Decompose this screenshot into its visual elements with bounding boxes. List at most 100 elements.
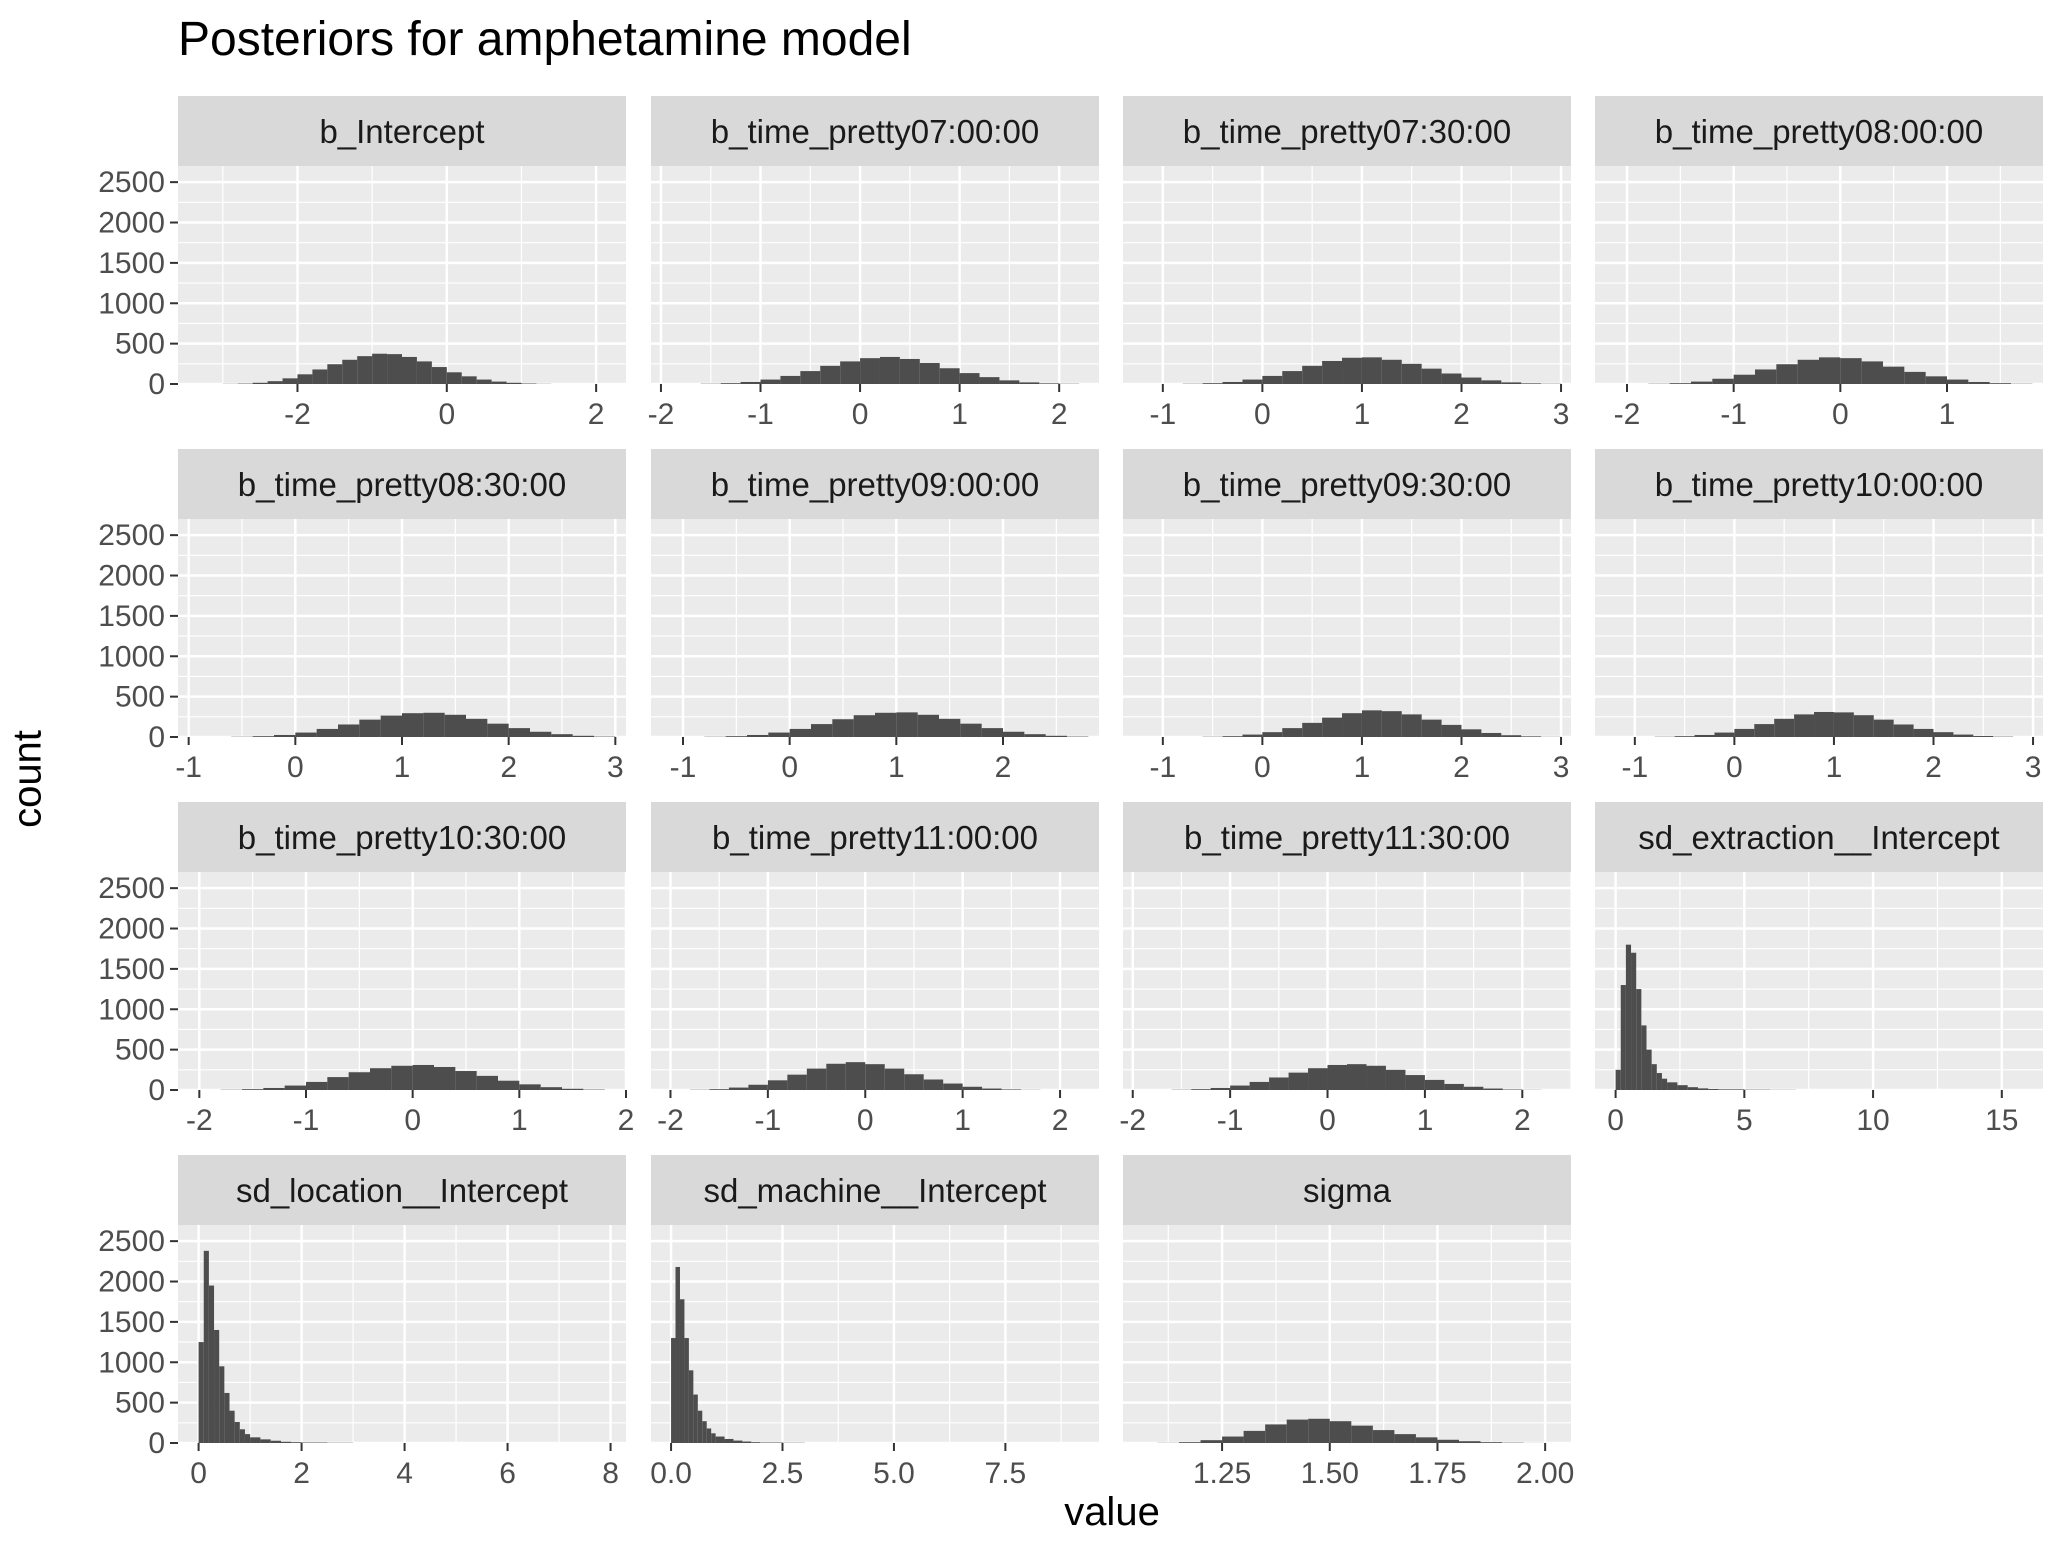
histogram-bar: [780, 375, 801, 384]
histogram-bar: [1401, 363, 1422, 384]
x-tick-label: -2: [648, 398, 675, 431]
facet-panel: b_time_pretty09:00:00 -1 0 1 2: [651, 449, 1099, 784]
facet-panel: b_time_pretty10:30:00 -2 -1 0 1 2 0 500 1000 1500…: [98, 802, 634, 1137]
histogram-bar: [446, 372, 462, 384]
x-tick-label: 0: [1254, 751, 1271, 784]
x-tick-label: 1: [1354, 398, 1371, 431]
histogram-bar: [697, 1410, 703, 1443]
x-tick-label: 0: [438, 398, 455, 431]
x-tick-label: 2: [293, 1457, 310, 1490]
histogram-bar: [455, 1071, 477, 1090]
histogram-bar: [1913, 728, 1934, 737]
x-tick-label: 1: [888, 751, 905, 784]
x-tick-label: 7.5: [985, 1457, 1027, 1490]
histogram-bar: [280, 1441, 292, 1443]
histogram-bar: [1521, 383, 1542, 384]
histogram-bar: [306, 1081, 328, 1090]
histogram-bar: [274, 734, 296, 737]
histogram-bar: [1361, 357, 1382, 384]
histogram-bar: [282, 378, 298, 384]
histogram-bar: [1242, 734, 1263, 737]
histogram-bar: [391, 1065, 413, 1090]
x-tick-label: -1: [175, 751, 202, 784]
panel-background: [1123, 166, 1571, 384]
facet-strip: [651, 96, 1099, 166]
x-tick-label: 1: [954, 1104, 971, 1137]
x-tick-label: 3: [2025, 751, 2042, 784]
histogram-bar: [960, 723, 982, 737]
histogram-bar: [198, 1342, 204, 1443]
histogram-bar: [760, 379, 781, 384]
x-tick-label: 3: [1553, 751, 1570, 784]
histogram-bar: [1631, 952, 1637, 1090]
histogram-bar: [291, 1442, 302, 1443]
y-tick-label: 0: [148, 721, 165, 754]
histogram-bar: [999, 380, 1020, 384]
histogram-bar: [1989, 383, 2011, 384]
histogram-bar: [1327, 1064, 1347, 1090]
histogram-bar: [728, 1087, 749, 1090]
histogram-bar: [1401, 714, 1422, 737]
x-tick-label: 1.75: [1408, 1457, 1466, 1490]
histogram-bar: [1656, 1073, 1662, 1090]
histogram-bar: [1712, 378, 1734, 384]
x-tick-label: 0: [190, 1457, 207, 1490]
histogram-bar: [1222, 736, 1243, 737]
y-tick-label: 2000: [98, 560, 165, 593]
histogram-bar: [1202, 383, 1223, 384]
histogram-bar: [263, 1087, 285, 1090]
facet-strip-label: sd_machine__Intercept: [703, 1172, 1046, 1209]
y-tick-label: 0: [148, 1074, 165, 1107]
x-tick-label: 6: [499, 1457, 516, 1490]
histogram-bar: [1904, 371, 1926, 384]
histogram-bar: [1351, 1425, 1373, 1443]
histogram-bar: [1774, 718, 1795, 737]
histogram-bar: [1405, 1075, 1425, 1090]
facet-panel: b_time_pretty11:00:00 -2 -1 0 1 2: [651, 802, 1099, 1137]
x-tick-label: -1: [1621, 751, 1648, 784]
histogram-bar: [562, 1088, 584, 1090]
histogram-bar: [1925, 376, 1947, 384]
x-tick-label: 10: [1856, 1104, 1889, 1137]
histogram-bar: [327, 1077, 349, 1090]
histogram-bar: [1694, 734, 1715, 737]
histogram-bar: [1366, 1065, 1386, 1090]
panel-background: [651, 166, 1099, 384]
histogram-bar: [1483, 1088, 1503, 1090]
facet-strip: [651, 449, 1099, 519]
histogram-bar: [498, 1080, 520, 1090]
histogram-bar: [461, 376, 477, 384]
histogram-bar: [1045, 735, 1067, 737]
histogram-bar: [1481, 380, 1502, 384]
histogram-bar: [1776, 364, 1798, 384]
histogram-bar: [1636, 989, 1642, 1090]
histogram-bar: [359, 719, 381, 737]
histogram-bar: [1437, 1439, 1459, 1443]
histogram-bar: [1322, 360, 1343, 384]
x-tick-label: 2: [500, 751, 517, 784]
histogram-bar: [316, 728, 338, 737]
facet-panel: b_Intercept -2 0 2 0 500 1000 1500 2000 2500: [98, 96, 626, 431]
x-tick-label: -2: [1614, 398, 1641, 431]
facet-panel: b_time_pretty08:00:00 -2 -1 0 1: [1595, 96, 2043, 431]
histogram-bar: [1718, 1089, 1745, 1090]
y-tick-label: 2500: [98, 166, 165, 199]
histogram-bar: [506, 382, 522, 384]
histogram-bar: [1861, 361, 1883, 384]
histogram-bar: [688, 1370, 694, 1443]
x-tick-label: 0: [1832, 398, 1849, 431]
histogram-bar: [357, 356, 373, 384]
histogram-bar: [519, 1084, 541, 1090]
histogram-bar: [751, 1442, 761, 1443]
histogram-bar: [487, 723, 509, 737]
facet-panel: sd_machine__Intercept 0.0 2.5 5.0 7.5: [650, 1155, 1099, 1490]
x-tick-label: 1: [1939, 398, 1956, 431]
facet-strip-label: b_time_pretty08:30:00: [238, 466, 566, 503]
histogram-bar: [1733, 374, 1755, 384]
histogram-bar: [740, 381, 761, 384]
y-tick-label: 0: [148, 368, 165, 401]
histogram-bar: [348, 1072, 370, 1090]
facet-strip-label: b_time_pretty07:00:00: [711, 113, 1039, 150]
y-axis-title: count: [5, 730, 50, 828]
